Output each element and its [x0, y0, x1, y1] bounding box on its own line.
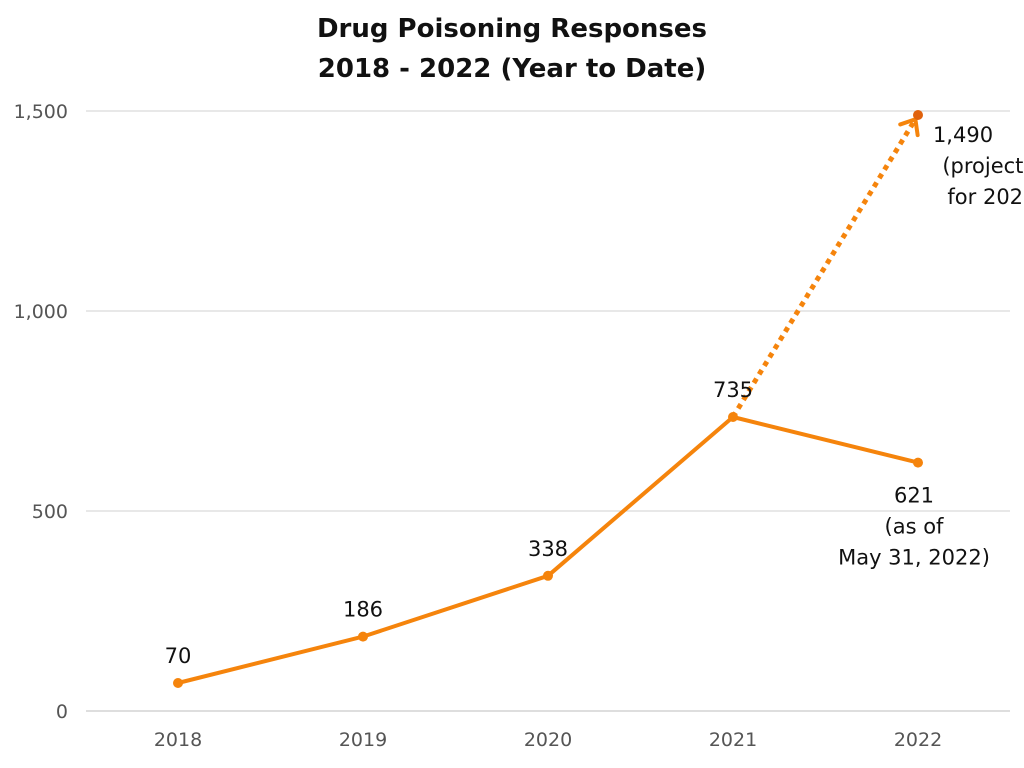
data-label: 1,490 — [933, 123, 993, 147]
chart-subtitle: 2018 - 2022 (Year to Date) — [317, 54, 707, 84]
data-point — [358, 631, 368, 642]
data-point — [913, 457, 923, 468]
y-tick-label: 500 — [32, 501, 68, 523]
data-point — [728, 412, 738, 422]
data-label: 338 — [528, 537, 568, 561]
data-label: 70 — [165, 644, 192, 668]
data-label: (projected — [942, 154, 1024, 178]
x-tick-label: 2021 — [709, 729, 757, 751]
x-tick-label: 2019 — [339, 729, 387, 751]
data-label: (as of — [885, 515, 945, 539]
data-point — [543, 570, 553, 581]
data-label: 735 — [713, 378, 753, 402]
data-point — [173, 678, 183, 688]
data-label: 186 — [343, 598, 383, 622]
x-tick-label: 2018 — [154, 729, 202, 751]
y-tick-label: 1,500 — [14, 101, 68, 123]
data-label: for 2022) — [947, 185, 1024, 209]
x-tick-label: 2020 — [524, 729, 572, 751]
y-tick-label: 1,000 — [14, 301, 68, 323]
data-label: 621 — [894, 484, 934, 508]
x-tick-label: 2022 — [894, 729, 942, 751]
projection-arrowhead — [898, 116, 920, 138]
y-tick-label: 0 — [56, 701, 68, 723]
data-label: May 31, 2022) — [838, 546, 990, 570]
projected-point — [913, 110, 923, 120]
projection-line — [730, 113, 921, 419]
chart-title: Drug Poisoning Responses — [316, 14, 708, 44]
